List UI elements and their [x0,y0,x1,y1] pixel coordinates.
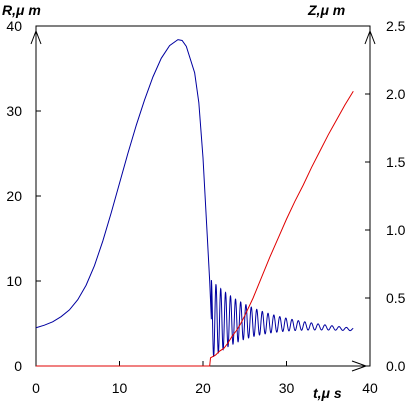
left-axis-arrow-icon [30,29,42,45]
right-tick-label: 1.5 [386,154,406,170]
right-axis-label: Z,μ m [307,2,345,18]
plot-frame [35,25,371,367]
x-tick-label: 40 [362,380,378,396]
right-tick-label: 2.0 [386,86,406,102]
right-tick-label: 2.5 [386,18,406,34]
left-tick-label: 20 [6,188,22,204]
left-axis-label: R,μ m [2,2,41,18]
series-layer [35,39,354,367]
tick-layer: 0 10 20 30 40 0 10 20 30 40 0.0 0.5 1.0 1.5 2.0 2.5 [6,18,405,396]
x-tick-label: 10 [112,380,128,396]
right-axis-arrow-icon [364,29,376,45]
x-tick-label: 0 [32,380,40,396]
right-tick-label: 1.0 [386,222,406,238]
series-line-r [35,39,354,357]
left-tick-label: 10 [6,273,22,289]
x-tick-label: 30 [279,380,295,396]
series-line-z [36,91,354,367]
left-tick-label: 0 [14,358,22,374]
x-axis-arrow-icon [351,360,368,372]
x-axis-label: t,μ s [313,385,342,401]
left-tick-label: 40 [6,18,22,34]
right-tick-label: 0.0 [386,358,406,374]
left-tick-label: 30 [6,103,22,119]
right-tick-label: 0.5 [386,290,406,306]
x-tick-label: 20 [195,380,211,396]
